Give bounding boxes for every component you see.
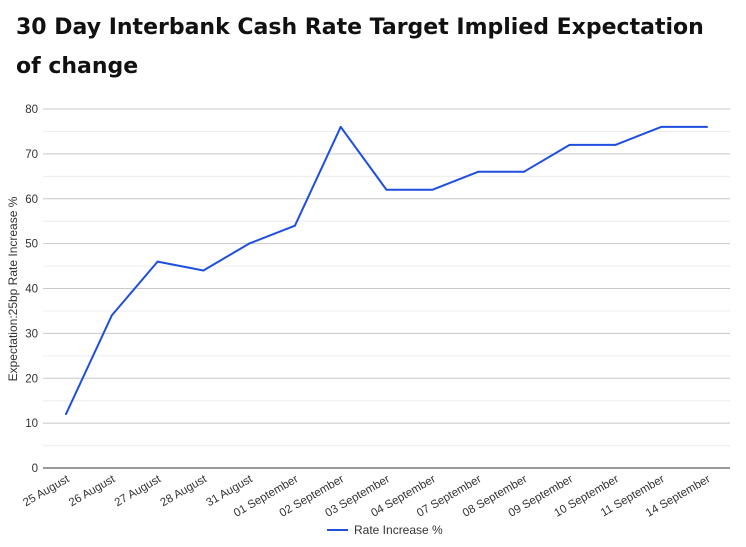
data-point: [385, 188, 388, 191]
data-point: [156, 260, 159, 263]
x-tick-label: 28 August: [159, 473, 210, 509]
data-point: [65, 413, 67, 416]
y-tick-label: 20: [25, 373, 38, 385]
x-tick-label: 25 August: [21, 473, 72, 509]
data-point: [248, 242, 251, 245]
gridlines: [43, 108, 730, 469]
data-point: [477, 170, 480, 173]
data-point: [614, 143, 617, 146]
data-point: [431, 188, 434, 191]
x-tick-label: 27 August: [113, 473, 164, 509]
legend-label: Rate Increase %: [354, 523, 443, 537]
data-point: [339, 125, 342, 128]
x-tick-label: 26 August: [67, 473, 118, 509]
y-tick-label: 10: [25, 418, 38, 430]
y-tick-label: 0: [32, 463, 38, 475]
y-tick-labels: 0 10 20 30 40 50 60 70 80: [25, 104, 38, 475]
chart-title: 30 Day Interbank Cash Rate Target Implie…: [16, 15, 704, 79]
y-axis-title: Expectation:25bp Rate Increase %: [6, 196, 20, 381]
series-line: [65, 125, 707, 415]
data-point: [110, 314, 113, 317]
data-point: [202, 269, 205, 272]
data-point: [706, 125, 708, 128]
y-tick-label: 30: [25, 328, 38, 340]
y-tick-label: 80: [25, 104, 38, 116]
y-tick-label: 50: [25, 239, 38, 251]
y-tick-label: 70: [25, 149, 38, 161]
data-point: [568, 143, 571, 146]
y-tick-label: 60: [25, 194, 38, 206]
legend: Rate Increase %: [327, 523, 443, 537]
series-lines: [65, 125, 708, 416]
data-point: [522, 170, 525, 173]
data-point: [660, 125, 663, 128]
data-point: [293, 224, 296, 227]
y-tick-label: 40: [25, 284, 38, 296]
